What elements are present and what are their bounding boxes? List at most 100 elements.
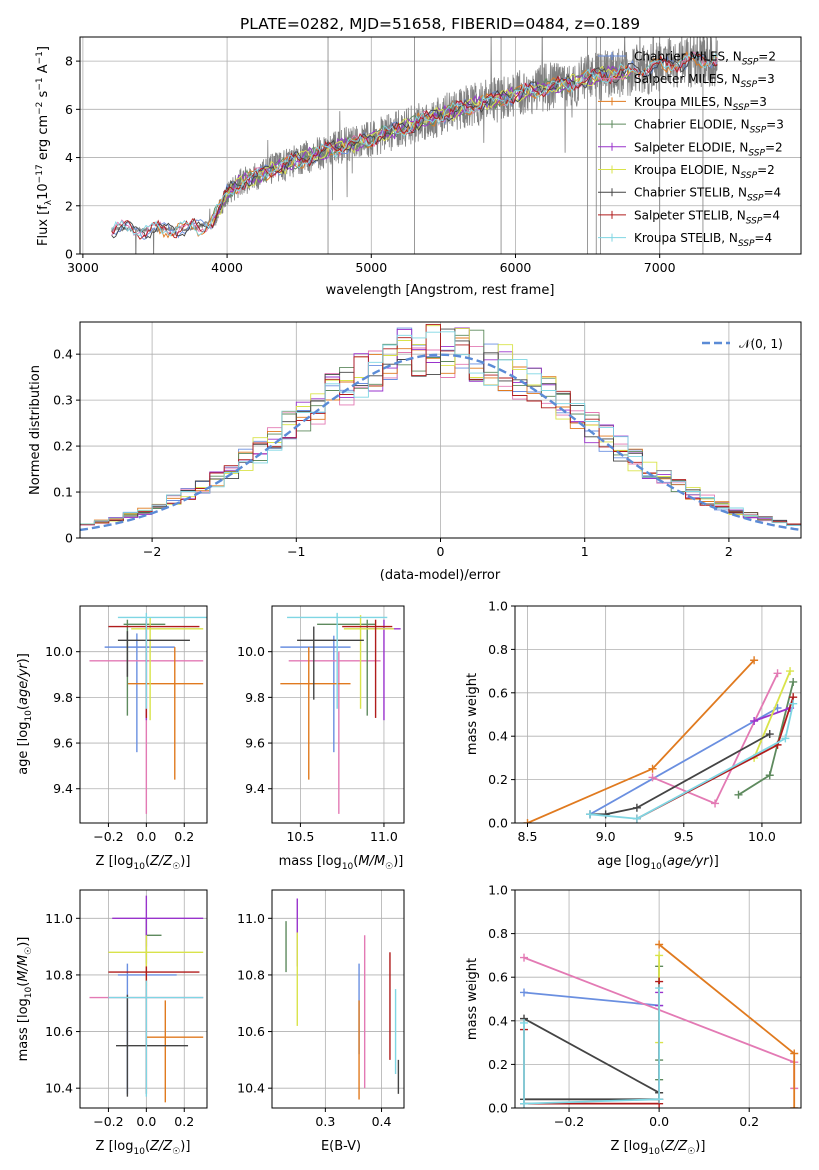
x-tick-label: 3000: [67, 260, 99, 275]
x-tick-label: 8.5: [518, 829, 538, 844]
weight-point: [520, 1099, 529, 1108]
x-tick-label: 11.0: [370, 829, 398, 844]
weight-line: [589, 707, 779, 816]
y-tick-label: 0.2: [53, 439, 73, 454]
y-tick-label: 0.8: [488, 642, 508, 657]
x-tick-label: 4000: [211, 260, 243, 275]
y-axis-label: Normed distribution: [28, 365, 43, 495]
chart-title: PLATE=0282, MJD=51658, FIBERID=0484, z=0…: [240, 15, 640, 33]
y-tick-label: 0.2: [488, 772, 508, 787]
y-axis-label: mass weight: [465, 673, 480, 755]
y-axis-label: mass [log10(M/M☉)]: [16, 937, 34, 1062]
weight-point: [765, 730, 774, 739]
y-tick-label: 10.6: [237, 1024, 265, 1039]
y-tick-label: 0.4: [488, 1013, 508, 1028]
axes-frame: [271, 605, 405, 824]
mass_vs_ebv-panel: 0.3 0.4 10.4 10.6 10.8 11.0: [237, 889, 405, 1129]
axes-frame: [79, 36, 802, 255]
weight-point: [790, 1104, 799, 1108]
weight-point: [520, 1018, 529, 1027]
y-tick-label: 9.8: [53, 690, 73, 705]
weight-point: [648, 773, 657, 782]
x-tick-label: −2: [143, 544, 161, 559]
weight-point: [648, 764, 657, 773]
y-tick-label: 9.4: [53, 781, 73, 796]
x-tick-label: 10.0: [748, 829, 776, 844]
y-axis-label: Flux [fλ10−17 erg cm−2 s−1 A−1]: [35, 46, 54, 246]
x-axis-label: (data-model)/error: [380, 568, 501, 583]
mass_vs_z-plot-area: [89, 895, 204, 1103]
x-tick-label: 0.4: [372, 1114, 392, 1129]
weight-point: [520, 988, 529, 997]
axes-frame: [79, 889, 208, 1109]
mass_vs_z-panel: −0.2 0.0 0.2 10.4 10.6 10.8 11.0: [45, 889, 208, 1129]
weight-point: [750, 656, 759, 665]
model-fit-line: [111, 53, 718, 239]
mass_vs_ebv-plot-area: [285, 898, 400, 1100]
x-tick-label: 0.0: [649, 1114, 669, 1129]
x-axis-label: age [log10(age/yr)]: [597, 854, 719, 872]
y-tick-label: 10.4: [45, 1081, 73, 1096]
weight-point: [655, 1095, 664, 1104]
weight_vs_age-panel: 8.5 9.0 9.5 10.0 0.0 0.2 0.4 0.6 0.8 1.0: [488, 599, 802, 844]
x-tick-label: −1: [287, 544, 305, 559]
residual-histogram: [80, 331, 801, 527]
x-tick-label: 5000: [355, 260, 387, 275]
x-tick-label: 7000: [644, 260, 676, 275]
x-tick-label: 0.3: [315, 1114, 335, 1129]
y-tick-label: 0: [65, 531, 73, 546]
legend-label: Salpeter STELIB, NSSP=4: [634, 208, 780, 226]
weight_vs_z-panel: −0.2 0.0 0.2 0.0 0.2 0.4 0.6 0.8 1.0: [488, 883, 802, 1129]
weight-point: [789, 677, 798, 686]
residuals-panel: −2 −1 0 1 2 0 0.1 0.2 0.3 0.4: [53, 321, 802, 559]
weight-point: [632, 814, 641, 823]
spectrum-legend: Chabrier MILES, NSSP=2 Salpeter MILES, NS…: [598, 50, 784, 249]
y-tick-label: 9.4: [245, 781, 265, 796]
x-tick-label: 0.0: [136, 829, 156, 844]
weight-line: [523, 991, 660, 1100]
weight-line: [658, 943, 796, 1108]
weight-point: [655, 951, 664, 960]
x-tick-label: 2: [725, 544, 733, 559]
y-tick-label: 0.8: [488, 926, 508, 941]
weight-point: [789, 699, 798, 708]
y-tick-label: 0.0: [488, 1101, 508, 1116]
y-tick-label: 9.6: [245, 736, 265, 751]
weight-point: [711, 799, 720, 808]
legend-label: Chabrier STELIB, NSSP=4: [634, 186, 781, 204]
y-tick-label: 10.0: [237, 644, 265, 659]
gaussian-reference-curve: [80, 353, 801, 532]
x-axis-label: mass [log10(M/M☉)]: [279, 854, 404, 872]
x-tick-label: 0: [437, 544, 445, 559]
weight-point: [601, 810, 610, 819]
y-tick-label: 9.6: [53, 736, 73, 751]
legend-label: 𝒩(0, 1): [739, 337, 783, 351]
legend-label: Kroupa ELODIE, NSSP=2: [634, 163, 775, 181]
x-tick-label: 9.5: [674, 829, 694, 844]
x-tick-label: 0.2: [174, 829, 194, 844]
weight-point: [790, 1049, 799, 1058]
weight_vs_z-plot-area: [520, 940, 799, 1108]
axes-frame: [271, 889, 405, 1109]
weight-point: [655, 984, 664, 993]
y-tick-label: 0.2: [488, 1057, 508, 1072]
y-axis-label: age [log10(age/yr)]: [16, 653, 34, 775]
y-tick-label: 11.0: [45, 911, 73, 926]
y-tick-label: 11.0: [237, 911, 265, 926]
spectrum-plot-area: [111, 37, 718, 254]
legend-label: Kroupa STELIB, NSSP=4: [634, 231, 772, 249]
weight-point: [632, 803, 641, 812]
y-tick-label: 10.0: [45, 644, 73, 659]
x-tick-label: 1: [581, 544, 589, 559]
age_vs_z-plot-area: [89, 612, 207, 814]
x-tick-label: 0.2: [739, 1114, 759, 1129]
residual-legend: 𝒩(0, 1): [702, 337, 783, 351]
axes-frame: [514, 605, 802, 824]
legend-label: Chabrier ELODIE, NSSP=3: [634, 118, 784, 136]
y-tick-label: 6: [65, 102, 73, 117]
weight-point: [734, 790, 743, 799]
x-tick-label: −0.2: [93, 1114, 123, 1129]
y-tick-label: 10.8: [45, 967, 73, 982]
residuals-plot-area: [80, 323, 801, 532]
